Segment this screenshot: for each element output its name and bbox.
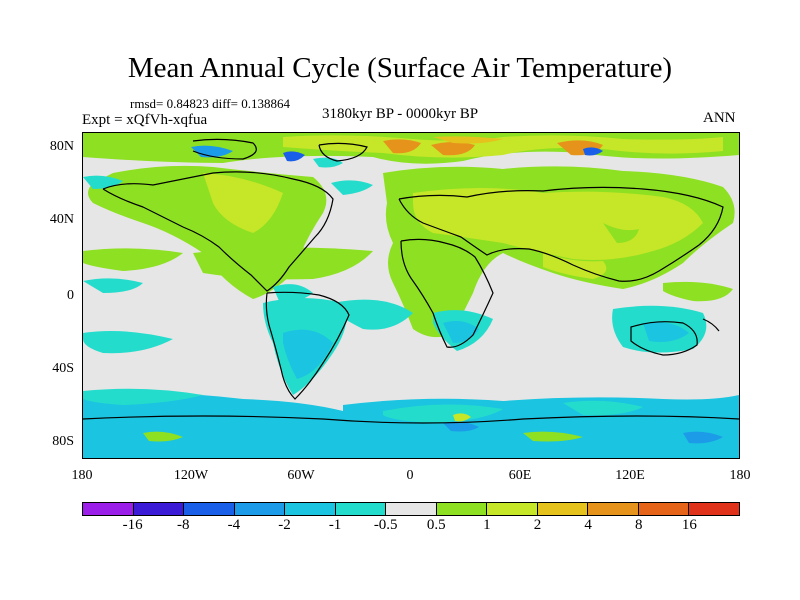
x-axis-label: 120W bbox=[173, 468, 209, 483]
y-axis-label: 80N bbox=[49, 139, 74, 154]
north-america-anomalies bbox=[83, 165, 373, 299]
colorbar-label: 16 bbox=[681, 517, 697, 533]
colorbar-swatch bbox=[638, 503, 690, 515]
x-axis-label: 120E bbox=[615, 468, 645, 483]
stats-label: rmsd= 0.84823 diff= 0.138864 bbox=[130, 96, 290, 111]
chart-title: Mean Annual Cycle (Surface Air Temperatu… bbox=[127, 52, 673, 84]
arctic-anomalies bbox=[83, 133, 739, 168]
colorbar bbox=[82, 502, 740, 516]
colorbar-label: -4 bbox=[227, 517, 241, 533]
temperature-anomaly-map bbox=[82, 132, 740, 459]
southern-hemisphere-anomalies bbox=[83, 305, 707, 354]
x-axis-label: 0 bbox=[406, 468, 414, 483]
colorbar-swatch bbox=[133, 503, 185, 515]
season-label: ANN bbox=[703, 110, 736, 126]
colorbar-swatch bbox=[537, 503, 589, 515]
x-axis-label: 180 bbox=[71, 468, 93, 483]
colorbar-swatch bbox=[386, 503, 437, 515]
colorbar-swatch bbox=[83, 503, 134, 515]
experiment-label: Expt = xQfVh-xqfua bbox=[82, 112, 208, 128]
period-label: 3180kyr BP - 0000kyr BP bbox=[322, 106, 479, 122]
colorbar-label: 0.5 bbox=[426, 517, 446, 533]
x-axis-label: 60W bbox=[287, 468, 315, 483]
coastlines bbox=[83, 138, 739, 424]
colorbar-label: 8 bbox=[635, 517, 643, 533]
colorbar-swatch bbox=[184, 503, 235, 515]
x-axis-label: 60E bbox=[508, 468, 532, 483]
colorbar-label: 1 bbox=[483, 517, 491, 533]
y-axis-label: 80S bbox=[52, 434, 74, 449]
colorbar-label: 4 bbox=[584, 517, 592, 533]
south-america-anomalies bbox=[263, 298, 413, 395]
colorbar-swatch bbox=[335, 503, 387, 515]
colorbar-swatch bbox=[436, 503, 488, 515]
tropical-anomalies bbox=[83, 247, 733, 302]
map-canvas bbox=[83, 133, 739, 458]
colorbar-label: -0.5 bbox=[373, 517, 398, 533]
colorbar-swatch bbox=[285, 503, 336, 515]
y-axis-label: 40S bbox=[52, 361, 74, 376]
colorbar-label: -8 bbox=[176, 517, 190, 533]
y-axis-label: 0 bbox=[67, 288, 74, 303]
colorbar-label: 2 bbox=[533, 517, 542, 533]
y-axis-label: 40N bbox=[49, 212, 74, 227]
colorbar-swatch bbox=[689, 503, 739, 515]
antarctic-anomalies bbox=[83, 388, 739, 458]
colorbar-label: -1 bbox=[328, 517, 342, 533]
x-axis-label: 180 bbox=[729, 468, 751, 483]
colorbar-swatch bbox=[487, 503, 538, 515]
colorbar-label: -16 bbox=[122, 517, 143, 533]
colorbar-swatch bbox=[234, 503, 286, 515]
colorbar-swatch bbox=[588, 503, 639, 515]
colorbar-label: -2 bbox=[278, 517, 291, 533]
eurasia-africa-anomalies bbox=[383, 166, 735, 338]
